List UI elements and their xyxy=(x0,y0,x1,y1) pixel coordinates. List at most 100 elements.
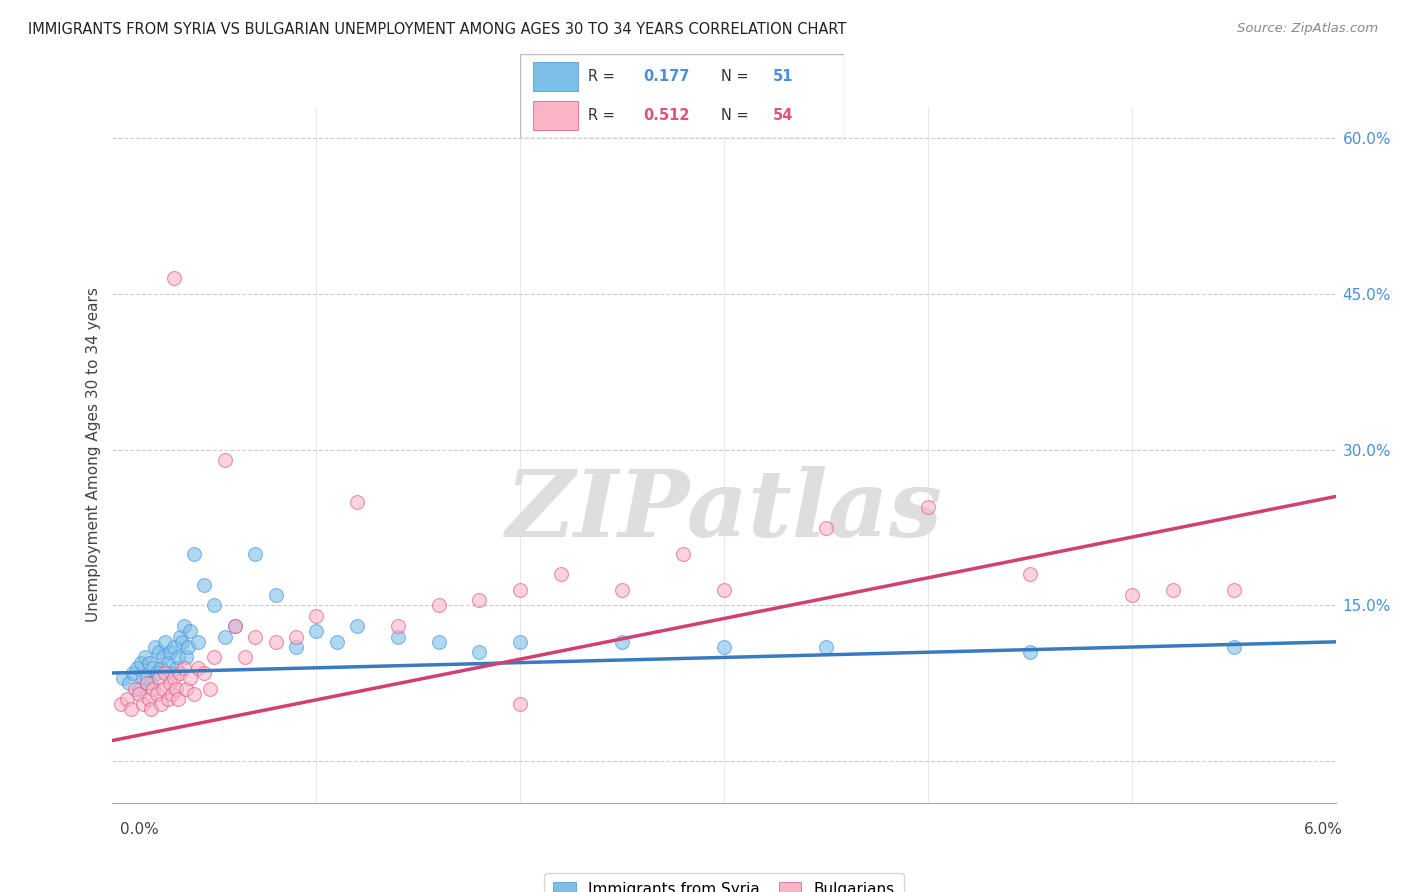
Point xyxy=(509,697,531,711)
Point xyxy=(125,661,148,675)
Point xyxy=(155,665,177,680)
Point xyxy=(160,687,183,701)
Point xyxy=(165,661,187,675)
Point xyxy=(163,271,186,285)
Point xyxy=(264,635,287,649)
Point xyxy=(152,681,174,696)
Point xyxy=(156,656,179,670)
Point xyxy=(179,624,201,639)
Point xyxy=(115,692,138,706)
Point xyxy=(183,687,205,701)
Point xyxy=(610,635,633,649)
Point xyxy=(672,547,695,561)
Point xyxy=(214,630,236,644)
Point xyxy=(124,681,146,696)
Point xyxy=(141,702,163,716)
Point xyxy=(138,656,160,670)
Point xyxy=(200,681,222,696)
Point xyxy=(169,630,191,644)
Point xyxy=(150,697,173,711)
Point xyxy=(111,671,134,685)
Point xyxy=(1161,582,1184,597)
Point xyxy=(128,687,150,701)
Point xyxy=(204,650,226,665)
Text: R =: R = xyxy=(588,108,620,123)
Point xyxy=(165,681,187,696)
Point xyxy=(346,619,368,633)
Point xyxy=(187,661,209,675)
Point xyxy=(427,635,450,649)
Point xyxy=(174,681,197,696)
Point xyxy=(166,692,188,706)
Point xyxy=(134,650,156,665)
FancyBboxPatch shape xyxy=(533,62,578,91)
Point xyxy=(1121,588,1143,602)
Point xyxy=(224,619,246,633)
Point xyxy=(142,681,165,696)
FancyBboxPatch shape xyxy=(520,54,844,138)
Point xyxy=(387,630,409,644)
Text: IMMIGRANTS FROM SYRIA VS BULGARIAN UNEMPLOYMENT AMONG AGES 30 TO 34 YEARS CORREL: IMMIGRANTS FROM SYRIA VS BULGARIAN UNEMP… xyxy=(28,22,846,37)
Text: 0.512: 0.512 xyxy=(643,108,689,123)
Point xyxy=(193,665,215,680)
Point xyxy=(183,547,205,561)
Point xyxy=(284,630,308,644)
Point xyxy=(132,671,155,685)
Point xyxy=(193,578,215,592)
Point xyxy=(159,676,181,690)
Point xyxy=(305,608,328,623)
Point xyxy=(427,599,450,613)
Point xyxy=(1018,645,1040,659)
Point xyxy=(305,624,328,639)
Point xyxy=(163,640,186,654)
Text: 51: 51 xyxy=(772,69,793,84)
Point xyxy=(152,650,174,665)
Point xyxy=(245,630,267,644)
Point xyxy=(136,671,159,685)
Point xyxy=(179,671,201,685)
Y-axis label: Unemployment Among Ages 30 to 34 years: Unemployment Among Ages 30 to 34 years xyxy=(86,287,101,623)
Point xyxy=(173,619,195,633)
Point xyxy=(142,661,165,675)
Point xyxy=(468,645,491,659)
Point xyxy=(284,640,308,654)
Point xyxy=(150,661,173,675)
Text: 0.0%: 0.0% xyxy=(120,822,159,837)
Point xyxy=(169,665,191,680)
Point xyxy=(166,650,188,665)
Point xyxy=(155,635,177,649)
Text: 6.0%: 6.0% xyxy=(1303,822,1343,837)
Point xyxy=(214,453,236,467)
Point xyxy=(387,619,409,633)
Point xyxy=(120,702,142,716)
Point xyxy=(177,640,200,654)
Point xyxy=(815,640,838,654)
FancyBboxPatch shape xyxy=(533,101,578,130)
Point xyxy=(159,645,181,659)
Text: ZIPatlas: ZIPatlas xyxy=(506,466,942,556)
Point xyxy=(187,635,209,649)
Point xyxy=(713,640,735,654)
Point xyxy=(110,697,132,711)
Point xyxy=(326,635,349,649)
Point xyxy=(174,650,197,665)
Legend: Immigrants from Syria, Bulgarians: Immigrants from Syria, Bulgarians xyxy=(544,872,904,892)
Point xyxy=(160,665,183,680)
Point xyxy=(148,671,170,685)
Point xyxy=(346,494,368,508)
Point xyxy=(509,582,531,597)
Point xyxy=(146,687,169,701)
Point xyxy=(245,547,267,561)
Point xyxy=(129,656,152,670)
Point xyxy=(132,697,155,711)
Point xyxy=(815,520,838,534)
Point xyxy=(170,635,193,649)
Point xyxy=(917,500,939,514)
Text: N =: N = xyxy=(721,69,754,84)
Point xyxy=(173,661,195,675)
Text: 54: 54 xyxy=(772,108,793,123)
Point xyxy=(468,593,491,607)
Text: 0.177: 0.177 xyxy=(643,69,689,84)
Point xyxy=(264,588,287,602)
Point xyxy=(713,582,735,597)
